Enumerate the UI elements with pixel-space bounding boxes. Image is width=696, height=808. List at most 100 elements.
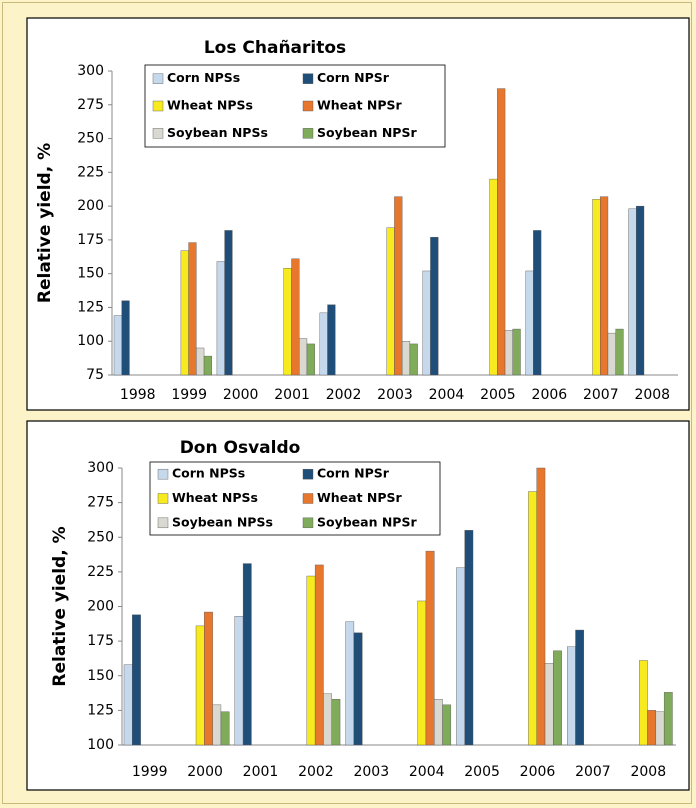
bar [319, 312, 328, 376]
bar [417, 600, 427, 746]
y-tick-label: 75 [86, 367, 104, 383]
legend-box [149, 461, 441, 536]
legend-swatch [152, 100, 164, 112]
bar [592, 199, 601, 376]
bar [306, 343, 315, 376]
bar [497, 88, 506, 376]
x-tick-label: 2001 [274, 387, 310, 403]
y-tick-label: 225 [77, 164, 104, 180]
bar [430, 236, 439, 376]
legend-label: Wheat NPSs [167, 98, 253, 113]
legend-label: Corn NPSs [167, 70, 240, 85]
bar [663, 692, 673, 746]
y-tick-label: 150 [77, 266, 104, 282]
bar [299, 338, 308, 376]
y-tick-label: 200 [77, 198, 104, 214]
legend-label: Wheat NPSs [172, 490, 258, 505]
bar [188, 242, 197, 376]
bar [195, 625, 205, 746]
x-tick-label: 2005 [464, 764, 500, 780]
y-axis-label: Relative yield, % [50, 526, 70, 686]
legend-swatch [302, 493, 314, 504]
x-tick-label: 2000 [223, 387, 259, 403]
bar [291, 258, 300, 376]
chart-title: Los Chañaritos [204, 38, 346, 58]
y-axis-label: Relative yield, % [35, 143, 55, 303]
y-tick-label: 200 [87, 599, 114, 615]
y-tick-label: 225 [87, 564, 114, 580]
y-tick-label: 275 [77, 97, 104, 113]
x-tick-label: 2008 [630, 764, 666, 780]
bar [567, 646, 576, 746]
legend-swatch [152, 73, 164, 84]
legend-swatch [157, 517, 169, 529]
bar [331, 699, 341, 746]
bar [401, 341, 411, 376]
bar [456, 567, 465, 746]
bar [504, 330, 513, 376]
legend-label: Wheat NPSr [317, 98, 403, 113]
x-tick-label: 2007 [583, 387, 619, 403]
y-tick-label: 250 [77, 131, 104, 147]
y-tick-label: 250 [87, 529, 114, 545]
y-tick-label: 100 [77, 333, 104, 349]
bar [655, 711, 665, 746]
bar [422, 270, 431, 376]
bar [323, 693, 332, 746]
bar [113, 315, 122, 376]
bar [647, 710, 657, 746]
bar [607, 332, 616, 376]
bar [639, 660, 648, 746]
bar [553, 650, 562, 746]
bar [636, 205, 645, 376]
x-tick-label: 1998 [120, 387, 156, 403]
bar [536, 467, 546, 746]
bar [464, 530, 474, 746]
x-tick-label: 1999 [132, 764, 168, 780]
y-tick-label: 175 [87, 633, 114, 649]
x-tick-label: 2002 [326, 387, 362, 403]
x-tick-label: 2003 [353, 764, 389, 780]
bar [132, 614, 141, 746]
bar [121, 300, 130, 376]
x-tick-label: 2006 [520, 764, 556, 780]
x-tick-label: 2001 [243, 764, 279, 780]
bar [123, 664, 133, 746]
bar [489, 178, 498, 376]
bar [345, 621, 355, 746]
bar [425, 550, 435, 746]
bar [544, 663, 554, 746]
x-tick-label: 2006 [532, 387, 568, 403]
legend-swatch [157, 468, 169, 480]
legend-swatch [302, 73, 314, 84]
y-tick-label: 275 [87, 495, 114, 511]
y-tick-label: 100 [87, 737, 114, 753]
bar [386, 227, 395, 376]
bar [220, 711, 230, 746]
legend-swatch [302, 100, 314, 112]
bar [196, 347, 205, 376]
legend-swatch [302, 128, 314, 139]
bar [306, 575, 316, 746]
legend-label: Soybean NPSs [172, 514, 273, 529]
legend-label: Soybean NPSs [167, 125, 268, 140]
x-tick-label: 2002 [298, 764, 334, 780]
bar [409, 343, 418, 376]
legend-label: Corn NPSr [317, 70, 390, 85]
x-tick-label: 2008 [634, 387, 670, 403]
bar [234, 615, 244, 746]
legend-label: Corn NPSs [172, 466, 245, 481]
x-tick-label: 2004 [409, 764, 445, 780]
legend-label: Corn NPSr [317, 466, 390, 481]
bar [575, 629, 585, 746]
x-tick-label: 2004 [429, 387, 465, 403]
bar [314, 564, 324, 746]
bar [204, 611, 213, 746]
legend-swatch [157, 493, 169, 504]
x-tick-label: 2007 [575, 764, 611, 780]
y-tick-label: 300 [77, 63, 104, 79]
legend-swatch [152, 128, 164, 139]
